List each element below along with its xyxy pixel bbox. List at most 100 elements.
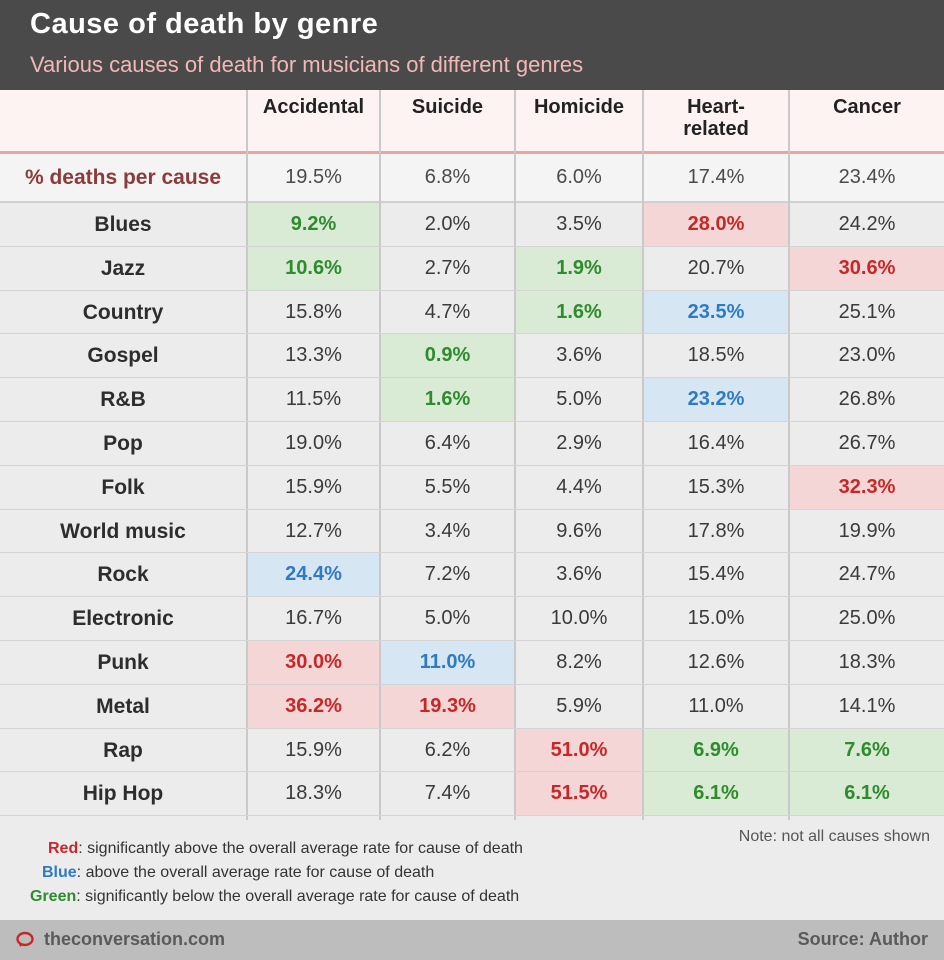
table-cell: 10.0% [550, 607, 608, 630]
table-cell: 7.6% [790, 728, 944, 772]
table-cell: 18.3% [285, 782, 342, 805]
legend-green: Green: significantly below the overall a… [30, 888, 519, 906]
row-divider [0, 333, 944, 335]
summary-value: 6.8% [424, 166, 471, 188]
table-cell: 25.0% [838, 607, 896, 630]
table-cell: 1.6% [516, 290, 642, 334]
row-divider [0, 771, 944, 773]
genre-label: World music [60, 519, 186, 543]
data-table: % deaths per cause Accidental Suicide Homi… [0, 90, 944, 820]
column-divider [379, 90, 381, 820]
table-cell: 3.6% [556, 344, 602, 367]
legend-green-text: : significantly below the overall averag… [76, 888, 520, 905]
summary-value: 19.5% [285, 166, 342, 188]
summary-value: 23.4% [838, 166, 896, 188]
table-cell: 36.2% [248, 684, 379, 728]
table-cell: 16.7% [285, 607, 342, 630]
table-cell: 51.5% [516, 772, 642, 816]
table-cell: 10.6% [248, 246, 379, 290]
table-cell: 5.0% [424, 607, 471, 630]
summary-value: 6.0% [556, 166, 602, 188]
legend: Red: significantly above the overall ave… [0, 820, 944, 920]
table-cell: 26.8% [838, 388, 896, 411]
table-cell: 9.2% [248, 203, 379, 246]
table-cell: 0.9% [381, 334, 514, 378]
column-header: Suicide [411, 96, 484, 118]
column-divider [514, 90, 516, 820]
table-cell: 15.4% [687, 563, 745, 586]
table-cell: 3.6% [556, 563, 602, 586]
column-header: Homicide [533, 96, 625, 118]
table-cell: 6.4% [424, 432, 471, 454]
table-cell: 4.7% [424, 300, 471, 323]
row-divider [0, 377, 944, 379]
table-cell: 5.0% [556, 388, 602, 411]
genre-label: Punk [97, 651, 149, 674]
header-divider [0, 151, 944, 154]
legend-green-key: Green [30, 888, 77, 905]
table-cell: 15.0% [687, 607, 745, 630]
table-cell: 4.4% [556, 475, 602, 498]
table-cell: 15.9% [285, 738, 342, 761]
table-cell: 19.0% [285, 432, 342, 454]
footnote: Note: not all causes shown [738, 828, 930, 845]
legend-blue-text: : above the overall average rate for cau… [76, 864, 435, 881]
table-cell: 5.5% [424, 475, 471, 498]
table-cell: 11.0% [381, 641, 514, 684]
table-cell: 3.4% [424, 519, 471, 542]
genre-label: Metal [96, 694, 150, 718]
table-cell: 2.7% [424, 256, 471, 279]
column-header: Accidental [262, 96, 365, 118]
table-cell: 14.1% [838, 694, 896, 717]
column-divider [788, 90, 790, 820]
table-cell: 1.9% [516, 246, 642, 290]
genre-label: Blues [94, 213, 152, 236]
table-cell: 6.9% [644, 728, 788, 772]
row-divider [0, 815, 944, 817]
row-divider [0, 289, 944, 291]
table-cell: 16.4% [687, 432, 745, 454]
legend-blue: Blue: above the overall average rate for… [42, 864, 434, 882]
footer-bar: theconversation.com Source: Author [0, 920, 944, 960]
table-cell: 26.7% [838, 432, 896, 454]
table-cell: 20.7% [687, 256, 745, 279]
table-cell: 6.1% [790, 772, 944, 816]
table-cell: 12.6% [687, 651, 745, 673]
table-cell: 15.9% [285, 475, 342, 498]
summary-label: % deaths per cause [24, 166, 222, 189]
column-header-band [0, 90, 944, 153]
site-link[interactable]: theconversation.com [44, 929, 226, 949]
table-cell: 23.0% [838, 344, 896, 367]
summary-value: 17.4% [687, 166, 745, 188]
genre-label: Rock [97, 563, 149, 587]
table-cell: 25.1% [838, 300, 896, 323]
table-cell: 23.2% [644, 378, 788, 422]
table-cell: 32.3% [790, 465, 944, 509]
table-cell: 23.5% [644, 290, 788, 334]
chart-title: Cause of death by genre [30, 8, 379, 40]
legend-red-key: Red [48, 840, 79, 857]
header-bar: Cause of death by genre Various causes o… [0, 0, 944, 90]
table-cell: 13.3% [285, 344, 342, 367]
table-cell: 19.9% [838, 519, 896, 542]
table-cell: 30.0% [248, 641, 379, 684]
table-cell: 15.3% [687, 475, 745, 498]
table-cell: 5.9% [556, 694, 602, 717]
speech-bubble-logo-icon [16, 931, 34, 947]
table-cell: 15.8% [285, 300, 342, 323]
table-cell: 17.8% [687, 519, 745, 542]
genre-label: R&B [100, 388, 146, 412]
table-cell: 2.0% [424, 213, 471, 235]
row-divider [0, 727, 944, 729]
genre-label: Electronic [72, 607, 174, 631]
table-cell: 51.0% [516, 728, 642, 772]
table-cell: 6.1% [644, 772, 788, 816]
table-cell: 24.4% [248, 553, 379, 597]
column-header: Heart- related [683, 96, 749, 140]
genre-label: Country [82, 300, 164, 324]
table-cell: 18.5% [687, 344, 745, 367]
source-credit: Source: Author [797, 929, 928, 949]
summary-divider [0, 201, 944, 203]
table-cell: 11.5% [285, 388, 342, 411]
chart-subtitle: Various causes of death for musicians of… [30, 52, 584, 77]
